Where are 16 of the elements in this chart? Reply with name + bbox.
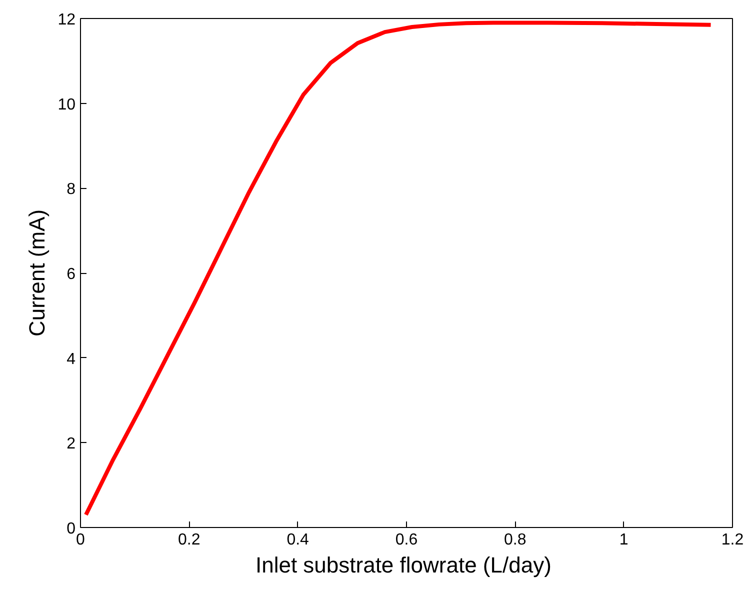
y-tick-label: 0 xyxy=(66,520,76,538)
y-tick-label: 12 xyxy=(58,12,76,28)
x-tick-label: 0.6 xyxy=(395,532,418,548)
x-tick-label: 1 xyxy=(619,532,628,548)
line-series xyxy=(84,20,713,517)
y-tick-label: 4 xyxy=(66,350,76,368)
y-tick-label: 2 xyxy=(66,436,76,453)
x-tick-label: 0.4 xyxy=(286,532,310,548)
x-axis-title: Inlet substrate flowrate (L/day) xyxy=(255,552,552,578)
y-tick-label: 10 xyxy=(58,96,76,114)
x-tick-label: 0.2 xyxy=(178,532,200,548)
y-tick-label: 8 xyxy=(66,181,76,198)
y-tick-label: 6 xyxy=(66,266,76,283)
x-tick-label: 1.2 xyxy=(721,532,744,548)
x-tick-label: 0.8 xyxy=(504,532,526,548)
y-axis-title: Current (mA) xyxy=(24,209,50,337)
